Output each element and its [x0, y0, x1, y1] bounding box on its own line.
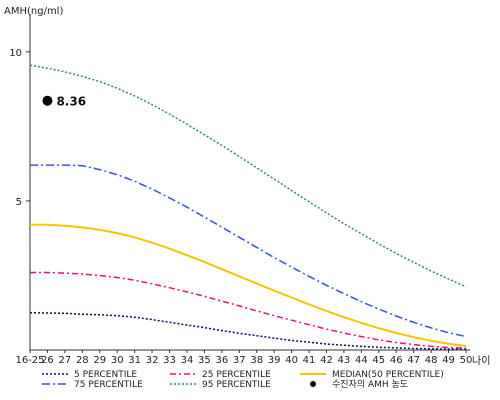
x-tick-label: 46: [390, 355, 403, 366]
series-line-median-50-percentile: [30, 223, 467, 348]
x-tick-label: 42: [320, 355, 333, 366]
x-tick-label: 33: [163, 355, 176, 366]
axes: [29, 14, 470, 351]
legend-label: 5 PERCENTILE: [74, 370, 137, 380]
legend-label: 25 PERCENTILE: [202, 370, 271, 380]
y-tick-label: 10: [9, 48, 22, 59]
x-tick-label: 43: [338, 355, 351, 366]
patient-amh-value: 8.36: [56, 95, 86, 109]
x-tick-label: 40: [285, 355, 298, 366]
x-tick-label: 36: [215, 355, 228, 366]
series-line-25-percentile: [30, 271, 467, 349]
x-tick-label: 48: [425, 355, 438, 366]
x-tick-label: 50: [460, 355, 473, 366]
legend-label: 75 PERCENTILE: [74, 380, 143, 390]
x-tick-label: 44: [355, 355, 368, 366]
annotations: 8.36: [42, 95, 86, 109]
x-tick-label: 49: [442, 355, 455, 366]
x-tick-label: 28: [76, 355, 89, 366]
x-tick-label: 29: [93, 355, 106, 366]
patient-amh-point: [42, 95, 53, 106]
y-axis-title: AMH(ng/ml): [4, 6, 63, 17]
x-tick-label: 27: [59, 355, 72, 366]
y-ticks: 5 10: [9, 48, 30, 208]
x-tick-label: 32: [146, 355, 159, 366]
x-tick-label: 47: [407, 355, 420, 366]
x-tick-label: 41: [303, 355, 316, 366]
legend-label: 수진자의 AMH 농도: [332, 379, 408, 390]
x-tick-label: 39: [268, 355, 281, 366]
x-tick-label: 45: [372, 355, 385, 366]
x-tick-label: 38: [250, 355, 263, 366]
legend-swatch: [310, 381, 316, 387]
y-tick-label: 5: [16, 197, 22, 208]
legend-label: 95 PERCENTILE: [202, 380, 271, 390]
series-lines: [29, 64, 467, 350]
x-tick-label: 35: [198, 355, 211, 366]
series-line-75-percentile: [30, 164, 467, 338]
legend: 5 PERCENTILE 25 PERCENTILE MEDIAN(50 PERCE…: [42, 370, 444, 390]
x-axis-title: 나이: [472, 355, 490, 367]
x-tick-label: 31: [128, 355, 141, 366]
legend-label: MEDIAN(50 PERCENTILE): [332, 370, 444, 380]
series-line-5-percentile: [29, 311, 466, 350]
x-tick-label: 16-25: [15, 355, 44, 366]
x-tick-label: 34: [181, 355, 194, 366]
x-tick-label: 30: [111, 355, 124, 366]
x-tick-label: 26: [41, 355, 54, 366]
x-tick-label: 37: [233, 355, 246, 366]
series-line-95-percentile: [29, 64, 467, 288]
